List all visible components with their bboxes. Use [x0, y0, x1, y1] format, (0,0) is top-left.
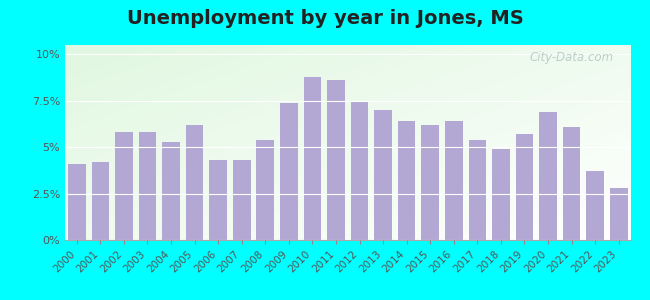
Bar [233, 160, 250, 240]
Bar [492, 149, 510, 240]
Bar [515, 134, 533, 240]
Bar [398, 121, 415, 240]
Bar [586, 171, 604, 240]
Bar [610, 188, 627, 240]
Bar [563, 127, 580, 240]
Text: City-Data.com: City-Data.com [529, 51, 614, 64]
Bar [421, 125, 439, 240]
Bar [351, 101, 369, 240]
Text: Unemployment by year in Jones, MS: Unemployment by year in Jones, MS [127, 9, 523, 28]
Bar [209, 160, 227, 240]
Bar [257, 140, 274, 240]
Bar [138, 132, 156, 240]
Bar [92, 162, 109, 240]
Bar [68, 164, 86, 240]
Bar [374, 110, 392, 240]
Bar [162, 142, 180, 240]
Bar [445, 121, 463, 240]
Bar [469, 140, 486, 240]
Bar [540, 112, 557, 240]
Bar [115, 132, 133, 240]
Bar [280, 103, 298, 240]
Bar [304, 76, 321, 240]
Bar [186, 125, 203, 240]
Bar [327, 80, 344, 240]
